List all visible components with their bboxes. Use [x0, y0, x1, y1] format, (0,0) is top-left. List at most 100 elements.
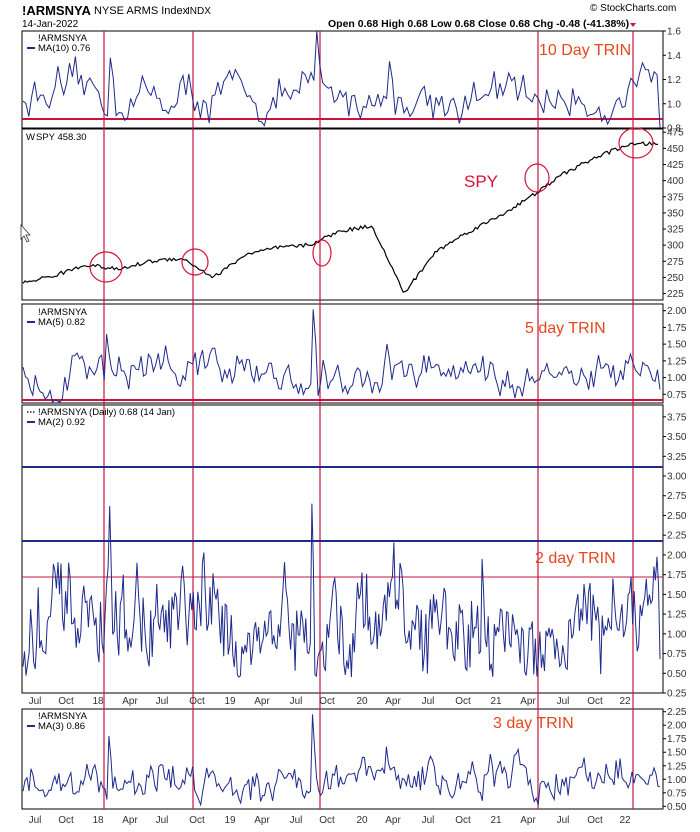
- y-axis-ticks-10day: 1.6 1.4 1.2 1.0 0.8: [663, 27, 681, 135]
- y-tick-label: 1.75: [667, 323, 687, 334]
- y-tick-label: 250: [667, 273, 684, 284]
- x-tick-label: Apr: [254, 696, 270, 707]
- x-tick-label: 20: [356, 815, 368, 826]
- x-tick-label: Jul: [290, 696, 303, 707]
- y-tick-label: 0.75: [667, 649, 687, 660]
- x-tick-label: Apr: [122, 696, 138, 707]
- y-tick-label: 1.50: [667, 748, 687, 759]
- circle-marker: [89, 251, 123, 283]
- panel-label: SPY 458.30: [36, 132, 87, 143]
- x-tick-label: 19: [224, 696, 236, 707]
- chevron-down-icon[interactable]: [630, 23, 636, 27]
- y-tick-label: 350: [667, 208, 684, 219]
- ma3-series-line: [22, 714, 661, 807]
- y-axis-ticks-3day: 2.25 2.00 1.75 1.50 1.25 1.00 0.75 0.50: [663, 707, 687, 813]
- x-tick-label: Oct: [587, 696, 603, 707]
- x-tick-label: Jul: [557, 815, 570, 826]
- x-tick-label: Jul: [156, 815, 169, 826]
- panel-annotation: SPY: [464, 172, 498, 191]
- x-tick-label: Apr: [122, 815, 138, 826]
- x-tick-label: 18: [92, 815, 104, 826]
- circle-marker: [524, 163, 550, 193]
- ma5-series-line: [22, 309, 661, 403]
- y-tick-label: 425: [667, 160, 684, 171]
- y-tick-label: 1.0: [667, 99, 681, 110]
- quote-line: Open 0.68 High 0.68 Low 0.68 Close 0.68 …: [328, 18, 629, 30]
- x-tick-label: 22: [619, 815, 631, 826]
- panel-annotation: 2 day TRIN: [535, 550, 616, 567]
- y-tick-label: 2.50: [667, 511, 687, 522]
- y-tick-label: 1.00: [667, 775, 687, 786]
- panel-annotation: 10 Day TRIN: [539, 42, 631, 59]
- y-axis-ticks-2day: 3.75 3.50 3.25 3.00 2.75 2.50 2.25 2.00 1.75 1.50…: [663, 412, 687, 700]
- y-tick-label: 1.25: [667, 610, 687, 621]
- y-tick-label: 2.00: [667, 306, 687, 317]
- y-tick-label: 225: [667, 289, 684, 300]
- y-tick-label: 0.25: [667, 689, 687, 700]
- y-tick-label: 2.25: [667, 531, 687, 542]
- x-axis-labels-upper: Jul Oct 18 Apr Jul Oct 19 Apr Jul Oct 20 Apr Jul Oct 2…: [29, 696, 631, 707]
- y-tick-label: 1.2: [667, 75, 681, 86]
- spy-price-line: [22, 141, 658, 293]
- y-tick-label: 1.6: [667, 27, 681, 38]
- x-tick-label: Apr: [385, 815, 401, 826]
- y-tick-label: 1.00: [667, 629, 687, 640]
- y-tick-label: 0.8: [667, 124, 681, 135]
- y-tick-label: 475: [667, 128, 684, 139]
- x-tick-label: Apr: [520, 815, 536, 826]
- ma10-series-line: [22, 30, 661, 129]
- vertical-markers: [103, 31, 634, 809]
- x-tick-label: Jul: [422, 696, 435, 707]
- spy-circles: [89, 127, 654, 283]
- y-tick-label: 1.00: [667, 373, 687, 384]
- x-tick-label: Oct: [319, 815, 335, 826]
- x-tick-label: Oct: [455, 815, 471, 826]
- y-tick-label: 3.25: [667, 452, 687, 463]
- x-tick-label: Jul: [422, 815, 435, 826]
- y-tick-label: 0.75: [667, 788, 687, 799]
- x-tick-label: 18: [92, 696, 104, 707]
- x-tick-label: Oct: [189, 815, 205, 826]
- y-tick-label: 375: [667, 192, 684, 203]
- x-tick-label: Apr: [254, 815, 270, 826]
- x-tick-label: Oct: [58, 696, 74, 707]
- circle-marker: [312, 239, 332, 267]
- ma2-series-line: [22, 503, 661, 678]
- y-axis-ticks-spy: 475 450 425 400 375 350 325 300 275 250 225: [663, 128, 684, 300]
- y-tick-label: 325: [667, 225, 684, 236]
- x-tick-label: 20: [356, 696, 368, 707]
- chart-date: 14-Jan-2022: [22, 19, 79, 30]
- y-tick-label: 3.00: [667, 472, 687, 483]
- y-tick-label: 2.00: [667, 721, 687, 732]
- y-tick-label: 2.75: [667, 491, 687, 502]
- y-tick-label: 400: [667, 176, 684, 187]
- x-tick-label: Jul: [29, 815, 42, 826]
- y-tick-label: 300: [667, 241, 684, 252]
- x-tick-label: 21: [490, 696, 502, 707]
- panel-spy-frame: [21, 128, 664, 301]
- x-tick-label: Jul: [290, 815, 303, 826]
- y-tick-label: 3.75: [667, 412, 687, 423]
- circle-marker: [618, 127, 654, 159]
- x-tick-label: Oct: [455, 696, 471, 707]
- panel-label: MA(5) 0.82: [38, 317, 85, 328]
- brand-label: © StockCharts.com: [590, 3, 676, 14]
- y-tick-label: 1.50: [667, 590, 687, 601]
- y-tick-label: 450: [667, 144, 684, 155]
- mouse-cursor-icon: [20, 223, 31, 243]
- panel-label: !ARMSNYA (Daily) 0.68 (14 Jan): [38, 407, 175, 418]
- panel-label: !ARMSNYA: [38, 711, 88, 722]
- y-tick-label: 0.75: [667, 390, 687, 401]
- panel-label: MA(2) 0.92: [38, 417, 85, 428]
- y-tick-label: 0.50: [667, 802, 687, 813]
- y-tick-label: 1.75: [667, 570, 687, 581]
- y-tick-label: 2.00: [667, 550, 687, 561]
- panel-annotation: 3 day TRIN: [493, 715, 574, 732]
- x-tick-label: 22: [619, 696, 631, 707]
- panel-3day-frame: [21, 708, 664, 810]
- y-axis-ticks-5day: 2.00 1.75 1.50 1.25 1.00 0.75: [663, 306, 687, 401]
- panel-label: !ARMSNYA: [38, 33, 88, 44]
- x-tick-label: Oct: [58, 815, 74, 826]
- panel-label: MA(3) 0.86: [38, 721, 85, 732]
